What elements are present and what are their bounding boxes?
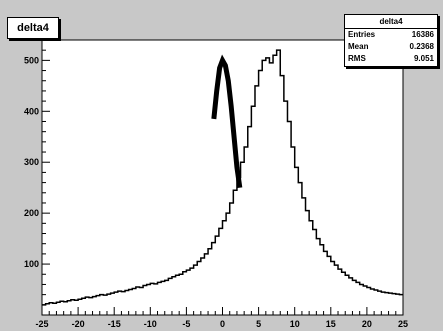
fit-curve bbox=[211, 54, 243, 189]
x-tick-label: 0 bbox=[220, 319, 225, 329]
x-tick-label: -20 bbox=[72, 319, 85, 329]
x-axis: -25 -20 -15 -10 -5 0 5 10 15 20 25 bbox=[35, 307, 408, 329]
x-tick-label: -5 bbox=[182, 319, 190, 329]
x-tick-label: -10 bbox=[144, 319, 157, 329]
stats-label: RMS bbox=[348, 54, 366, 63]
histogram-line bbox=[42, 49, 403, 306]
x-tick-label: 10 bbox=[290, 319, 300, 329]
y-tick-label: 500 bbox=[24, 55, 39, 65]
x-tick-label: 25 bbox=[398, 319, 408, 329]
y-tick-label: 200 bbox=[24, 208, 39, 218]
y-tick-label: 100 bbox=[24, 259, 39, 269]
x-tick-label: 5 bbox=[256, 319, 261, 329]
x-tick-label: 20 bbox=[362, 319, 372, 329]
stats-label: Mean bbox=[348, 42, 369, 51]
stats-value: 9.051 bbox=[413, 54, 434, 63]
y-tick-label: 400 bbox=[24, 106, 39, 116]
stats-row-mean: Mean 0.2368 bbox=[345, 41, 437, 53]
y-tick-label: 300 bbox=[24, 157, 39, 167]
plot-frame bbox=[41, 39, 404, 316]
x-tick-label: -15 bbox=[108, 319, 121, 329]
stats-box: delta4 Entries 16386 Mean 0.2368 RMS 9.0… bbox=[344, 14, 438, 67]
x-tick-label: -25 bbox=[35, 319, 48, 329]
stats-label: Entries bbox=[348, 30, 376, 39]
stats-row-rms: RMS 9.051 bbox=[345, 53, 437, 65]
stats-row-entries: Entries 16386 bbox=[345, 29, 437, 41]
stats-value: 0.2368 bbox=[409, 42, 434, 51]
stats-title: delta4 bbox=[345, 15, 437, 29]
histogram-title: delta4 bbox=[7, 17, 59, 39]
x-tick-label: 15 bbox=[326, 319, 336, 329]
stats-value: 16386 bbox=[411, 30, 434, 39]
